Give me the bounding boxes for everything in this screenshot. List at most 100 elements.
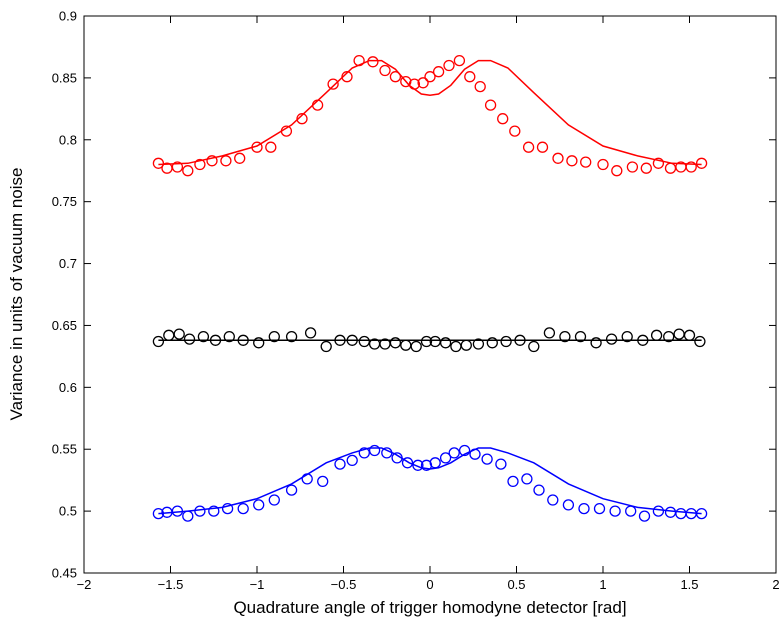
data-point (197, 330, 210, 343)
data-point (301, 473, 313, 485)
data-point (268, 330, 280, 343)
data-point (432, 66, 445, 78)
data-point (417, 77, 429, 89)
data-point (208, 505, 220, 517)
x-tick-label: 0 (426, 577, 433, 592)
data-point (424, 71, 436, 83)
data-point (346, 454, 358, 467)
data-point (171, 505, 184, 517)
x-tick-label: −1 (250, 577, 265, 592)
data-point (663, 330, 675, 343)
y-tick-label: 0.7 (59, 256, 77, 271)
y-tick-label: 0.85 (52, 70, 77, 85)
data-point (650, 329, 663, 341)
data-point (253, 499, 265, 511)
data-point (574, 330, 587, 343)
data-point (500, 335, 512, 348)
data-point (183, 333, 196, 345)
data-point (223, 330, 235, 343)
data-point (562, 499, 575, 511)
data-point (439, 337, 452, 349)
data-point (533, 484, 545, 496)
x-tick-label: −2 (77, 577, 92, 592)
y-tick-label: 0.5 (59, 504, 77, 519)
data-point (695, 507, 708, 520)
data-point (194, 158, 206, 171)
y-tick-label: 0.9 (59, 9, 77, 24)
data-point (171, 161, 184, 173)
data-point (182, 165, 194, 177)
y-tick-label: 0.45 (52, 566, 77, 581)
x-tick-label: 2 (772, 577, 779, 592)
data-point (528, 340, 540, 353)
data-point (443, 59, 455, 72)
data-point (317, 475, 329, 488)
data-point (484, 99, 497, 111)
data-point (605, 333, 618, 345)
data-point (683, 329, 696, 341)
data-point (536, 141, 549, 153)
data-point (611, 165, 623, 177)
data-point (152, 335, 165, 348)
data-point (597, 158, 609, 171)
x-axis-title: Quadrature angle of trigger homodyne det… (233, 598, 626, 617)
y-axis-title: Variance in units of vacuum noise (7, 168, 26, 421)
data-point (206, 155, 218, 167)
data-point (304, 327, 317, 339)
data-point (346, 334, 358, 346)
data-point (439, 452, 452, 464)
data-point (320, 340, 332, 353)
data-point (251, 141, 263, 153)
data-point (368, 444, 381, 457)
x-tick-label: 1 (599, 577, 606, 592)
fit-line-0 (158, 59, 702, 166)
data-point (486, 337, 498, 349)
data-point (379, 64, 391, 77)
data-point (341, 71, 353, 83)
data-point (268, 494, 280, 506)
y-tick-label: 0.75 (52, 194, 77, 209)
data-point (472, 338, 485, 350)
data-point (626, 161, 639, 173)
x-tick-label: 1.5 (680, 577, 698, 592)
data-point (334, 458, 346, 470)
data-point (514, 334, 526, 346)
data-point (547, 494, 559, 506)
data-point (429, 457, 441, 469)
x-tick-label: 0.5 (507, 577, 525, 592)
data-point (334, 334, 346, 346)
data-point (237, 334, 249, 346)
data-point (353, 54, 365, 67)
data-point (253, 337, 265, 349)
data-point (621, 330, 633, 343)
data-point (552, 152, 564, 164)
data-point (625, 505, 637, 517)
data-point (458, 444, 471, 457)
data-point (593, 502, 606, 515)
data-point (280, 125, 293, 137)
data-point (685, 161, 697, 173)
data-point (640, 162, 652, 174)
ticks-layer: −2 −1.5 −1 −0.5 0 0.5 1 1.5 2 0.45 0.5 0.55 0.6 0.65 0… (52, 9, 780, 593)
data-point (401, 457, 414, 469)
data-point (209, 334, 222, 346)
y-tick-label: 0.55 (52, 442, 77, 457)
data-point (389, 71, 402, 83)
data-point (221, 502, 234, 515)
data-point (237, 502, 249, 515)
data-point (194, 505, 206, 517)
data-point (367, 56, 379, 68)
data-point (507, 475, 519, 488)
data-point (694, 335, 706, 348)
data-point (609, 505, 621, 517)
data-point (460, 339, 472, 351)
data-point (590, 337, 602, 349)
data-point (285, 330, 298, 343)
data-point (580, 156, 592, 168)
data-point (412, 459, 424, 471)
data-point (391, 452, 403, 464)
data-point (509, 125, 521, 137)
data-point (474, 80, 486, 93)
data-point (695, 157, 708, 169)
